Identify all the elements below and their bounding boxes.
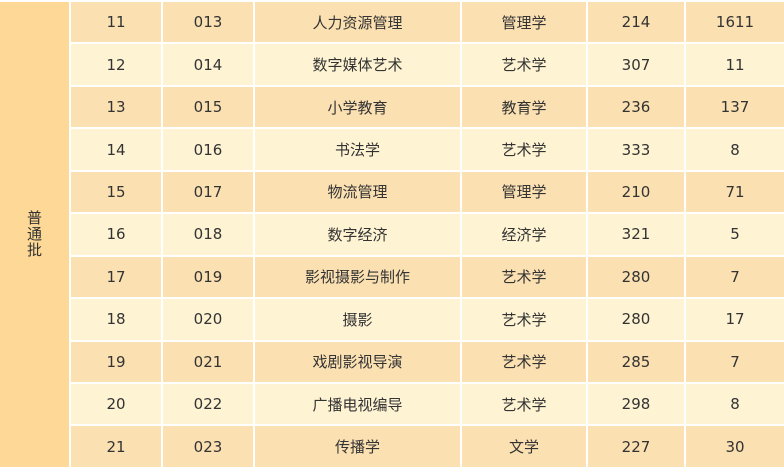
table-cell-major-code: 017 bbox=[163, 171, 253, 213]
table-cell-major-code: 015 bbox=[163, 86, 253, 128]
table-cell-min-score: 333 bbox=[588, 129, 684, 170]
table-cell-major-name: 戏剧影视导演 bbox=[255, 341, 460, 382]
table-cell-min-score: 280 bbox=[588, 299, 684, 340]
table-cell-major-name: 物流管理 bbox=[255, 171, 460, 213]
table-cell-rank: 30 bbox=[686, 426, 784, 467]
table-cell-major-name: 小学教育 bbox=[255, 86, 460, 128]
batch-label: 普通批 bbox=[25, 210, 43, 259]
table-cell-major-code: 019 bbox=[163, 256, 253, 298]
table-cell-index: 21 bbox=[71, 426, 161, 467]
table-cell-index: 16 bbox=[71, 214, 161, 255]
table-cell-discipline: 艺术学 bbox=[462, 383, 586, 425]
table-cell-min-score: 307 bbox=[588, 44, 684, 85]
table-cell-index: 19 bbox=[71, 341, 161, 382]
table-cell-rank: 7 bbox=[686, 341, 784, 382]
table-cell-rank: 5 bbox=[686, 214, 784, 255]
table-cell-major-code: 020 bbox=[163, 299, 253, 340]
table-cell-min-score: 285 bbox=[588, 341, 684, 382]
table-cell-index: 11 bbox=[71, 2, 161, 43]
table-cell-index: 14 bbox=[71, 129, 161, 170]
table-cell-rank: 11 bbox=[686, 44, 784, 85]
table-cell-min-score: 321 bbox=[588, 214, 684, 255]
table-cell-major-code: 023 bbox=[163, 426, 253, 467]
table-cell-min-score: 227 bbox=[588, 426, 684, 467]
table-cell-major-name: 传播学 bbox=[255, 426, 460, 467]
table-cell-discipline: 艺术学 bbox=[462, 129, 586, 170]
table-cell-min-score: 210 bbox=[588, 171, 684, 213]
table-cell-index: 12 bbox=[71, 44, 161, 85]
table-cell-discipline: 教育学 bbox=[462, 86, 586, 128]
table-cell-index: 13 bbox=[71, 86, 161, 128]
table-cell-major-name: 影视摄影与制作 bbox=[255, 256, 460, 298]
table-cell-discipline: 管理学 bbox=[462, 2, 586, 43]
table-cell-major-code: 016 bbox=[163, 129, 253, 170]
table-cell-major-code: 018 bbox=[163, 214, 253, 255]
table-cell-discipline: 管理学 bbox=[462, 171, 586, 213]
table-cell-discipline: 经济学 bbox=[462, 214, 586, 255]
table-cell-min-score: 298 bbox=[588, 383, 684, 425]
table-cell-discipline: 艺术学 bbox=[462, 256, 586, 298]
table-cell-index: 15 bbox=[71, 171, 161, 213]
table-cell-index: 17 bbox=[71, 256, 161, 298]
table-cell-major-name: 摄影 bbox=[255, 299, 460, 340]
table-cell-major-name: 人力资源管理 bbox=[255, 2, 460, 43]
table-cell-min-score: 214 bbox=[588, 2, 684, 43]
table-cell-major-code: 021 bbox=[163, 341, 253, 382]
table-cell-index: 18 bbox=[71, 299, 161, 340]
table-cell-major-name: 书法学 bbox=[255, 129, 460, 170]
table-cell-min-score: 280 bbox=[588, 256, 684, 298]
table-cell-index: 20 bbox=[71, 383, 161, 425]
table-cell-discipline: 艺术学 bbox=[462, 44, 586, 85]
table-cell-rank: 7 bbox=[686, 256, 784, 298]
table-cell-major-code: 013 bbox=[163, 2, 253, 43]
table-cell-major-code: 014 bbox=[163, 44, 253, 85]
table-cell-discipline: 艺术学 bbox=[462, 341, 586, 382]
table-cell-rank: 71 bbox=[686, 171, 784, 213]
table-cell-rank: 1611 bbox=[686, 2, 784, 43]
batch-cell: 普通批 bbox=[0, 2, 69, 467]
table-cell-min-score: 236 bbox=[588, 86, 684, 128]
table-cell-rank: 17 bbox=[686, 299, 784, 340]
table-cell-major-name: 数字经济 bbox=[255, 214, 460, 255]
table-cell-rank: 8 bbox=[686, 383, 784, 425]
table-cell-rank: 8 bbox=[686, 129, 784, 170]
table-cell-discipline: 文学 bbox=[462, 426, 586, 467]
table-cell-major-name: 数字媒体艺术 bbox=[255, 44, 460, 85]
table-cell-major-code: 022 bbox=[163, 383, 253, 425]
table-cell-rank: 137 bbox=[686, 86, 784, 128]
table-cell-major-name: 广播电视编导 bbox=[255, 383, 460, 425]
table-cell-discipline: 艺术学 bbox=[462, 299, 586, 340]
